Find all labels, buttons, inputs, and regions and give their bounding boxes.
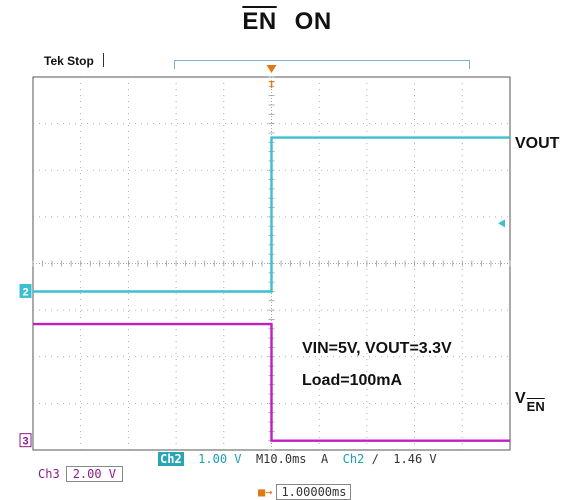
trigger-mode: A bbox=[320, 452, 329, 466]
trigger-position-icon: ■→ bbox=[258, 485, 273, 499]
scope-status: Tek Stop bbox=[44, 54, 94, 68]
trigger-position-icon bbox=[266, 65, 277, 73]
trigger-slope-icon: ∕ bbox=[371, 452, 379, 466]
ch2-badge: Ch2 bbox=[158, 452, 184, 466]
vout-label: VOUT bbox=[515, 135, 560, 152]
trace-vout bbox=[33, 136, 510, 293]
trigger-level: 1.46 V bbox=[393, 452, 437, 466]
ch-marker-label: 2 bbox=[22, 286, 28, 298]
trigger-channel: Ch2 bbox=[342, 452, 365, 466]
timebase: M10.0ms bbox=[255, 452, 307, 466]
time-position: 1.00000ms bbox=[276, 484, 352, 500]
status-line-3: ■→ 1.00000ms bbox=[258, 484, 352, 500]
markers: 2 3 T bbox=[19, 65, 505, 448]
ven-label: VEN bbox=[515, 390, 545, 414]
trigger-level-icon bbox=[498, 219, 505, 228]
status-line-2: Ch3 2.00 V bbox=[38, 466, 124, 482]
ch-marker-label: 3 bbox=[22, 436, 28, 448]
trigger-label: T bbox=[268, 80, 274, 91]
traces bbox=[33, 136, 510, 442]
ch-marker-box bbox=[19, 283, 32, 298]
status-divider bbox=[103, 53, 104, 67]
scope-display: 2 3 T bbox=[19, 65, 511, 451]
title-state: ON bbox=[294, 8, 332, 35]
ch2-scale: 1.00 V bbox=[198, 452, 242, 466]
load-annotation: Load=100mA bbox=[302, 372, 403, 389]
ch3-label: Ch3 bbox=[38, 467, 60, 481]
status-line-1: Ch2 1.00 V M10.0ms A Ch2 ∕ 1.46 V bbox=[158, 452, 437, 466]
trace-ven bbox=[33, 322, 510, 442]
trigger-window-bracket bbox=[174, 60, 470, 69]
conditions-annotation: VIN=5V, VOUT=3.3V bbox=[302, 340, 452, 357]
ch-marker-box bbox=[19, 433, 32, 448]
chart-title: EN ON bbox=[0, 8, 574, 36]
ch3-scale: 2.00 V bbox=[65, 466, 124, 482]
title-signal: EN bbox=[242, 8, 277, 35]
